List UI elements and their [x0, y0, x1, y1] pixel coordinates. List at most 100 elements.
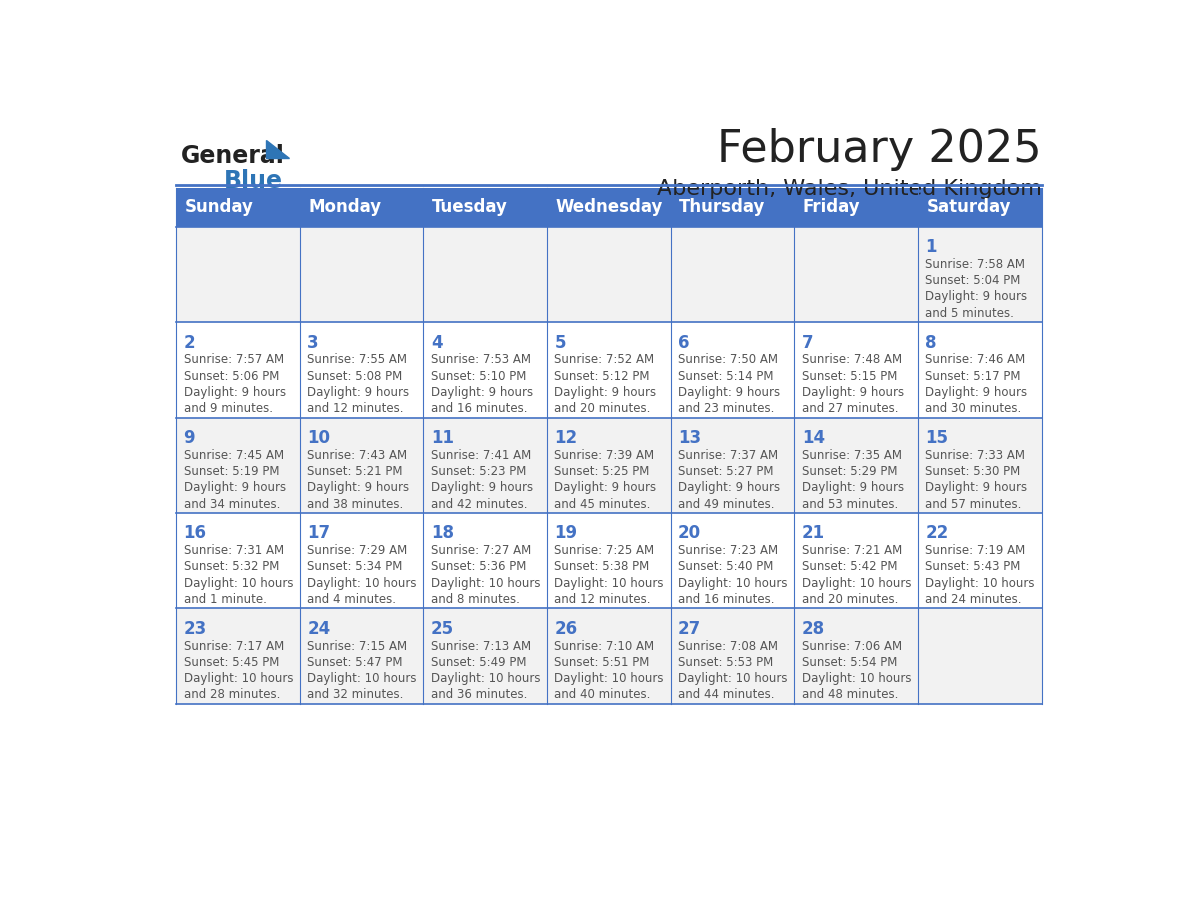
- Text: Sunset: 5:10 PM: Sunset: 5:10 PM: [431, 370, 526, 383]
- Bar: [299, 227, 423, 322]
- Text: and 40 minutes.: and 40 minutes.: [555, 688, 651, 701]
- Text: Daylight: 9 hours: Daylight: 9 hours: [308, 386, 410, 398]
- Bar: [299, 418, 423, 513]
- Text: Sunset: 5:19 PM: Sunset: 5:19 PM: [183, 465, 279, 478]
- Bar: [299, 188, 423, 227]
- Text: 10: 10: [308, 429, 330, 447]
- Text: Sunrise: 7:50 AM: Sunrise: 7:50 AM: [678, 353, 778, 366]
- Text: 27: 27: [678, 620, 701, 638]
- Text: Daylight: 9 hours: Daylight: 9 hours: [925, 481, 1028, 494]
- Text: 18: 18: [431, 524, 454, 543]
- Text: Daylight: 10 hours: Daylight: 10 hours: [555, 672, 664, 685]
- Text: Sunrise: 7:53 AM: Sunrise: 7:53 AM: [431, 353, 531, 366]
- Text: Daylight: 10 hours: Daylight: 10 hours: [183, 577, 293, 589]
- Text: and 24 minutes.: and 24 minutes.: [925, 593, 1022, 606]
- Text: General: General: [181, 144, 285, 168]
- Text: Daylight: 9 hours: Daylight: 9 hours: [431, 386, 533, 398]
- Text: 16: 16: [183, 524, 207, 543]
- Bar: [918, 418, 1042, 513]
- Text: Daylight: 10 hours: Daylight: 10 hours: [802, 672, 911, 685]
- Text: 11: 11: [431, 429, 454, 447]
- Bar: [423, 609, 546, 704]
- Text: Sunrise: 7:46 AM: Sunrise: 7:46 AM: [925, 353, 1025, 366]
- Text: and 45 minutes.: and 45 minutes.: [555, 498, 651, 510]
- Bar: [176, 513, 299, 609]
- Text: Sunrise: 7:39 AM: Sunrise: 7:39 AM: [555, 449, 655, 462]
- Text: Sunset: 5:08 PM: Sunset: 5:08 PM: [308, 370, 403, 383]
- Text: Friday: Friday: [803, 198, 860, 217]
- Bar: [671, 322, 795, 418]
- Bar: [795, 227, 918, 322]
- Text: Sunset: 5:23 PM: Sunset: 5:23 PM: [431, 465, 526, 478]
- Text: Daylight: 10 hours: Daylight: 10 hours: [431, 672, 541, 685]
- Polygon shape: [266, 140, 290, 158]
- Text: Sunset: 5:51 PM: Sunset: 5:51 PM: [555, 655, 650, 669]
- Text: Sunrise: 7:06 AM: Sunrise: 7:06 AM: [802, 640, 902, 653]
- Bar: [918, 513, 1042, 609]
- Text: and 5 minutes.: and 5 minutes.: [925, 307, 1015, 319]
- Text: Sunset: 5:42 PM: Sunset: 5:42 PM: [802, 560, 897, 574]
- Text: Daylight: 10 hours: Daylight: 10 hours: [431, 577, 541, 589]
- Bar: [423, 188, 546, 227]
- Bar: [423, 227, 546, 322]
- Text: Sunrise: 7:57 AM: Sunrise: 7:57 AM: [183, 353, 284, 366]
- Text: 28: 28: [802, 620, 824, 638]
- Text: Sunset: 5:43 PM: Sunset: 5:43 PM: [925, 560, 1020, 574]
- Text: Daylight: 10 hours: Daylight: 10 hours: [555, 577, 664, 589]
- Text: and 12 minutes.: and 12 minutes.: [308, 402, 404, 415]
- Text: and 8 minutes.: and 8 minutes.: [431, 593, 519, 606]
- Bar: [546, 227, 671, 322]
- Text: 22: 22: [925, 524, 948, 543]
- Text: Sunset: 5:15 PM: Sunset: 5:15 PM: [802, 370, 897, 383]
- Text: and 27 minutes.: and 27 minutes.: [802, 402, 898, 415]
- Text: Sunset: 5:14 PM: Sunset: 5:14 PM: [678, 370, 773, 383]
- Text: 14: 14: [802, 429, 824, 447]
- Bar: [671, 513, 795, 609]
- Text: and 16 minutes.: and 16 minutes.: [678, 593, 775, 606]
- Bar: [795, 188, 918, 227]
- Text: Daylight: 9 hours: Daylight: 9 hours: [802, 386, 904, 398]
- Text: Daylight: 10 hours: Daylight: 10 hours: [802, 577, 911, 589]
- Bar: [918, 188, 1042, 227]
- Text: Daylight: 9 hours: Daylight: 9 hours: [678, 481, 781, 494]
- Bar: [671, 227, 795, 322]
- Text: Daylight: 9 hours: Daylight: 9 hours: [183, 386, 285, 398]
- Text: Sunset: 5:30 PM: Sunset: 5:30 PM: [925, 465, 1020, 478]
- Text: 24: 24: [308, 620, 330, 638]
- Text: and 20 minutes.: and 20 minutes.: [555, 402, 651, 415]
- Text: Daylight: 10 hours: Daylight: 10 hours: [308, 577, 417, 589]
- Text: 4: 4: [431, 333, 442, 352]
- Text: Sunrise: 7:52 AM: Sunrise: 7:52 AM: [555, 353, 655, 366]
- Bar: [176, 322, 299, 418]
- Bar: [546, 418, 671, 513]
- Text: Sunset: 5:38 PM: Sunset: 5:38 PM: [555, 560, 650, 574]
- Bar: [423, 418, 546, 513]
- Text: Daylight: 10 hours: Daylight: 10 hours: [925, 577, 1035, 589]
- Text: Sunrise: 7:43 AM: Sunrise: 7:43 AM: [308, 449, 407, 462]
- Bar: [423, 322, 546, 418]
- Text: Sunrise: 7:37 AM: Sunrise: 7:37 AM: [678, 449, 778, 462]
- Text: 15: 15: [925, 429, 948, 447]
- Text: Sunset: 5:32 PM: Sunset: 5:32 PM: [183, 560, 279, 574]
- Text: and 4 minutes.: and 4 minutes.: [308, 593, 396, 606]
- Text: Daylight: 9 hours: Daylight: 9 hours: [555, 481, 657, 494]
- Text: Daylight: 9 hours: Daylight: 9 hours: [802, 481, 904, 494]
- Text: Daylight: 10 hours: Daylight: 10 hours: [308, 672, 417, 685]
- Text: and 20 minutes.: and 20 minutes.: [802, 593, 898, 606]
- Text: and 42 minutes.: and 42 minutes.: [431, 498, 527, 510]
- Text: Saturday: Saturday: [927, 198, 1011, 217]
- Text: 5: 5: [555, 333, 565, 352]
- Text: February 2025: February 2025: [716, 128, 1042, 171]
- Text: 9: 9: [183, 429, 195, 447]
- Bar: [176, 418, 299, 513]
- Text: Tuesday: Tuesday: [432, 198, 508, 217]
- Text: Sunrise: 7:58 AM: Sunrise: 7:58 AM: [925, 258, 1025, 271]
- Text: Daylight: 9 hours: Daylight: 9 hours: [183, 481, 285, 494]
- Text: and 28 minutes.: and 28 minutes.: [183, 688, 280, 701]
- Text: Thursday: Thursday: [680, 198, 766, 217]
- Text: and 36 minutes.: and 36 minutes.: [431, 688, 527, 701]
- Text: Sunday: Sunday: [185, 198, 254, 217]
- Bar: [795, 513, 918, 609]
- Text: Aberporth, Wales, United Kingdom: Aberporth, Wales, United Kingdom: [657, 179, 1042, 199]
- Bar: [795, 609, 918, 704]
